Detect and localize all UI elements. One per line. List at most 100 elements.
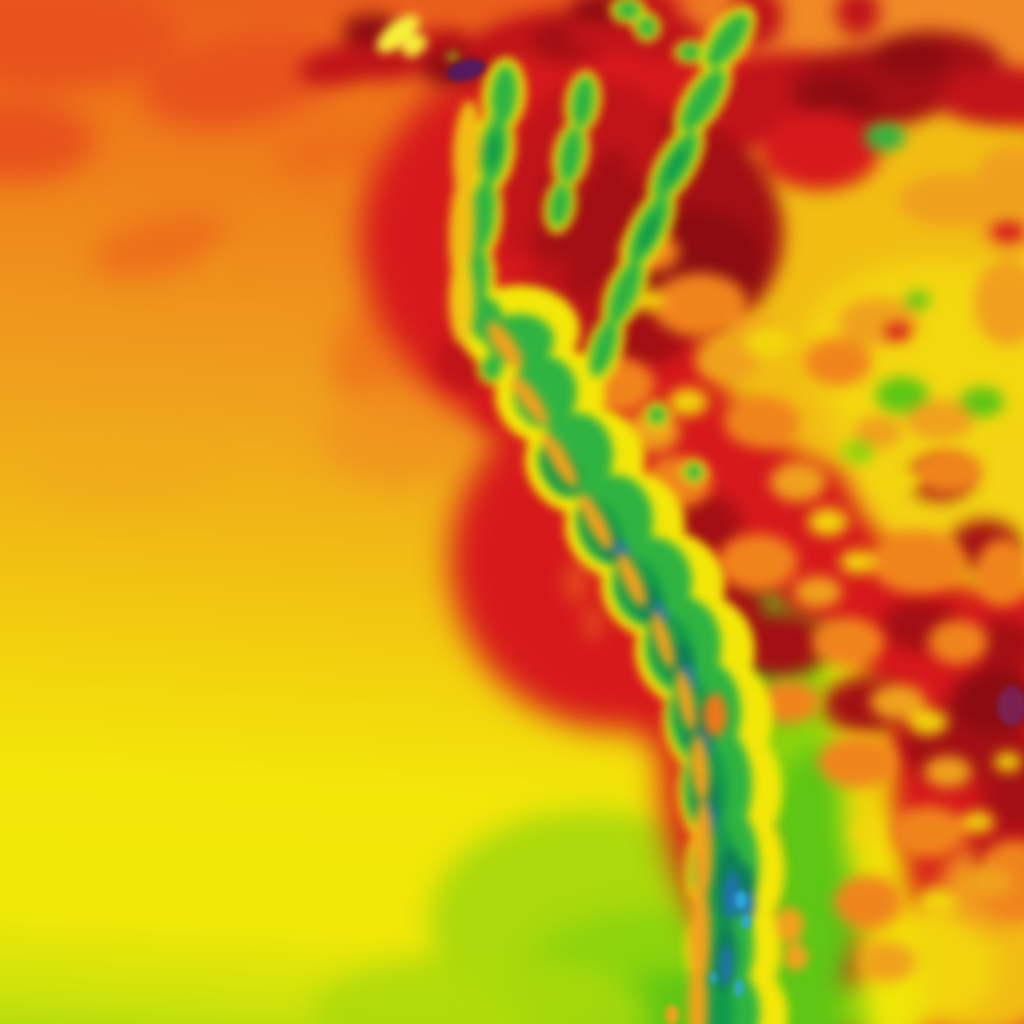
heat-blob	[924, 756, 972, 788]
heat-blob	[885, 323, 911, 341]
heat-blob	[842, 441, 874, 463]
heat-blob	[675, 668, 697, 732]
heat-blob	[320, 385, 470, 485]
heat-blob	[449, 255, 475, 345]
heat-blob	[638, 213, 660, 251]
heat-blob	[741, 915, 751, 929]
heat-blob	[638, 17, 656, 37]
heat-blob	[226, 265, 236, 273]
heat-blob	[651, 611, 675, 669]
heat-blob	[962, 811, 994, 833]
heat-blob	[991, 222, 1024, 242]
heat-blob	[542, 431, 578, 489]
heat-blob	[719, 945, 733, 985]
heat-blob	[706, 12, 750, 68]
heat-blob	[906, 400, 974, 440]
heat-blob	[836, 0, 880, 36]
heat-blob	[686, 464, 702, 480]
heat-blob	[652, 273, 748, 337]
heat-blob	[665, 1005, 679, 1024]
heat-blob	[973, 619, 1024, 671]
heat-blob	[446, 59, 486, 81]
heat-blob	[870, 684, 926, 720]
heat-blob	[960, 387, 1004, 417]
heat-blob	[310, 955, 650, 1024]
heat-blob	[744, 326, 792, 358]
heat-blob	[908, 709, 948, 735]
heat-blob	[732, 613, 828, 677]
heat-blob	[275, 125, 385, 185]
heat-blob	[616, 1, 640, 19]
heat-blob	[616, 552, 648, 608]
heat-blob	[994, 752, 1022, 772]
heat-blob	[608, 260, 642, 324]
layer-andes-band	[376, 0, 808, 1024]
heat-blob	[723, 871, 741, 919]
heat-blob	[890, 806, 966, 858]
heat-blob	[718, 534, 798, 590]
heat-blob	[470, 179, 496, 251]
heat-blob	[876, 377, 928, 413]
heat-blob	[770, 462, 826, 502]
heat-blob	[447, 52, 459, 62]
heat-blob	[490, 65, 518, 125]
heat-blob	[564, 560, 588, 604]
heat-blob	[664, 147, 688, 183]
layer-fine-dots	[446, 59, 1024, 1024]
heat-blob	[452, 100, 482, 200]
heat-blob	[690, 734, 710, 802]
heat-blob	[571, 76, 595, 128]
heat-blob	[679, 44, 701, 60]
heat-blob	[703, 693, 727, 737]
heat-blob	[906, 291, 930, 309]
heat-blob	[0, 0, 180, 90]
heat-blob	[865, 124, 905, 150]
heat-blob	[812, 618, 884, 666]
heat-blob	[590, 319, 618, 377]
heat-blob	[876, 468, 920, 496]
heat-blob	[141, 32, 339, 128]
heat-blob	[870, 530, 966, 594]
heat-blob	[804, 338, 872, 386]
heat-blob	[920, 890, 956, 914]
heat-blob	[860, 942, 916, 982]
heat-blob	[486, 321, 524, 369]
heat-blob	[549, 183, 571, 227]
heat-blob	[649, 406, 665, 424]
heat-blob	[402, 34, 428, 58]
heat-blob	[940, 67, 1024, 123]
heat-blob	[668, 388, 708, 416]
heat-blob	[964, 866, 1012, 898]
heat-blob	[840, 550, 876, 574]
heat-blob	[30, 435, 210, 505]
heat-blob	[482, 356, 502, 380]
heat-blob	[724, 396, 800, 448]
heat-blob	[376, 14, 420, 54]
heat-blob	[688, 960, 708, 1024]
heat-blob	[834, 876, 902, 928]
heat-blob	[784, 943, 808, 971]
heat-blob	[794, 576, 842, 608]
heat-blob	[898, 174, 998, 226]
heat-blob	[928, 620, 988, 664]
heat-blob	[91, 212, 229, 278]
heat-blob	[680, 68, 726, 132]
heat-blob	[583, 605, 603, 641]
heat-blob	[914, 450, 982, 494]
heat-blob	[976, 538, 1024, 606]
heat-blob	[854, 416, 902, 448]
heat-blob	[710, 972, 716, 984]
heat-blob	[448, 175, 476, 285]
heat-blob	[997, 686, 1024, 726]
heat-blob	[696, 342, 760, 382]
heat-blob	[735, 979, 743, 997]
heat-blob	[0, 98, 95, 182]
layer-land-mottle	[575, 124, 1024, 982]
heat-blob	[487, 132, 501, 168]
heat-blob	[579, 493, 613, 551]
heat-blob	[689, 880, 711, 990]
heat-blob	[852, 821, 884, 843]
heat-blob	[215, 257, 229, 267]
